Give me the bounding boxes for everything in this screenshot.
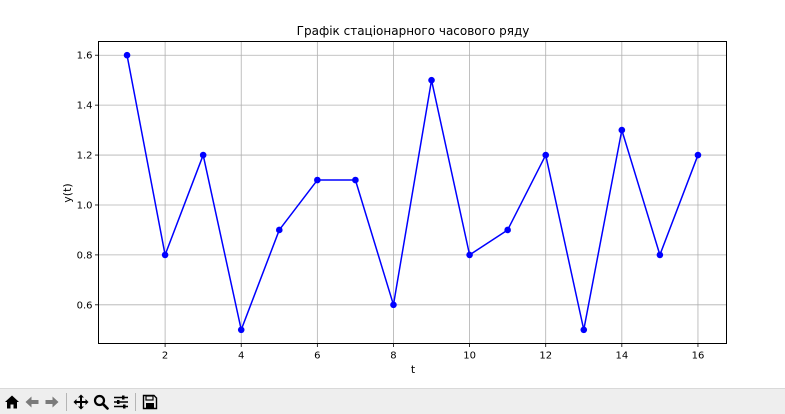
- data-point: [466, 251, 473, 259]
- configure-subplots-button[interactable]: [111, 392, 131, 412]
- data-point: [580, 326, 588, 334]
- y-tick-label: 1.2: [77, 151, 93, 162]
- zoom-icon: [93, 394, 109, 410]
- data-point: [542, 151, 550, 159]
- data-point: [618, 126, 626, 134]
- pan-icon: [73, 394, 89, 409]
- chart-title: Графік стаціонарного часового ряду: [297, 24, 530, 38]
- y-tick-label: 0.6: [77, 300, 93, 311]
- pan-button[interactable]: [71, 392, 91, 412]
- data-point: [237, 326, 245, 334]
- x-tick-label: 10: [463, 351, 476, 362]
- y-tick-label: 0.8: [77, 250, 93, 261]
- x-tick-label: 12: [539, 351, 552, 362]
- data-point: [504, 226, 511, 234]
- data-point: [656, 251, 664, 259]
- plot-area-frame: [98, 41, 727, 344]
- toolbar-separator: [135, 392, 136, 411]
- toolbar-separator: [66, 392, 67, 411]
- save-icon: [142, 394, 158, 409]
- data-point: [428, 76, 435, 84]
- data-point: [352, 176, 359, 184]
- data-point: [694, 151, 702, 159]
- home-button[interactable]: [2, 392, 22, 412]
- data-point: [275, 226, 283, 234]
- x-tick-label: 14: [615, 351, 628, 362]
- x-tick-label: 16: [692, 351, 705, 362]
- figure: Графік стаціонарного часового ряду 2 4 6 8 1…: [61, 24, 727, 376]
- data-point: [161, 251, 169, 259]
- home-icon: [5, 395, 19, 408]
- y-tick-label: 1.4: [77, 101, 93, 112]
- save-button[interactable]: [140, 392, 160, 412]
- x-tick-label: 2: [162, 351, 168, 362]
- y-axis-ticks: 0.6 0.8 1.0 1.2 1.4 1.6: [77, 51, 99, 311]
- x-axis-ticks: 2 4 6 8 10 12 14 16: [162, 343, 705, 362]
- x-tick-label: 6: [314, 351, 320, 362]
- y-tick-label: 1.0: [77, 200, 93, 211]
- series: [123, 51, 702, 334]
- series-line: [126, 55, 699, 331]
- x-tick-label: 8: [390, 351, 396, 362]
- y-tick-label: 1.6: [77, 51, 93, 62]
- back-button[interactable]: [22, 392, 42, 412]
- data-point: [123, 51, 131, 59]
- zoom-button[interactable]: [91, 392, 111, 412]
- data-point: [390, 301, 397, 309]
- data-point: [314, 176, 321, 184]
- y-axis-label: y(t): [61, 183, 74, 202]
- navigation-toolbar: [0, 388, 785, 414]
- x-tick-label: 4: [238, 351, 244, 362]
- forward-arrow-icon: [45, 396, 59, 407]
- data-point: [199, 151, 207, 159]
- x-axis-label: t: [411, 363, 416, 376]
- configure-subplots-icon: [114, 395, 128, 408]
- forward-button[interactable]: [42, 392, 62, 412]
- back-arrow-icon: [25, 396, 39, 407]
